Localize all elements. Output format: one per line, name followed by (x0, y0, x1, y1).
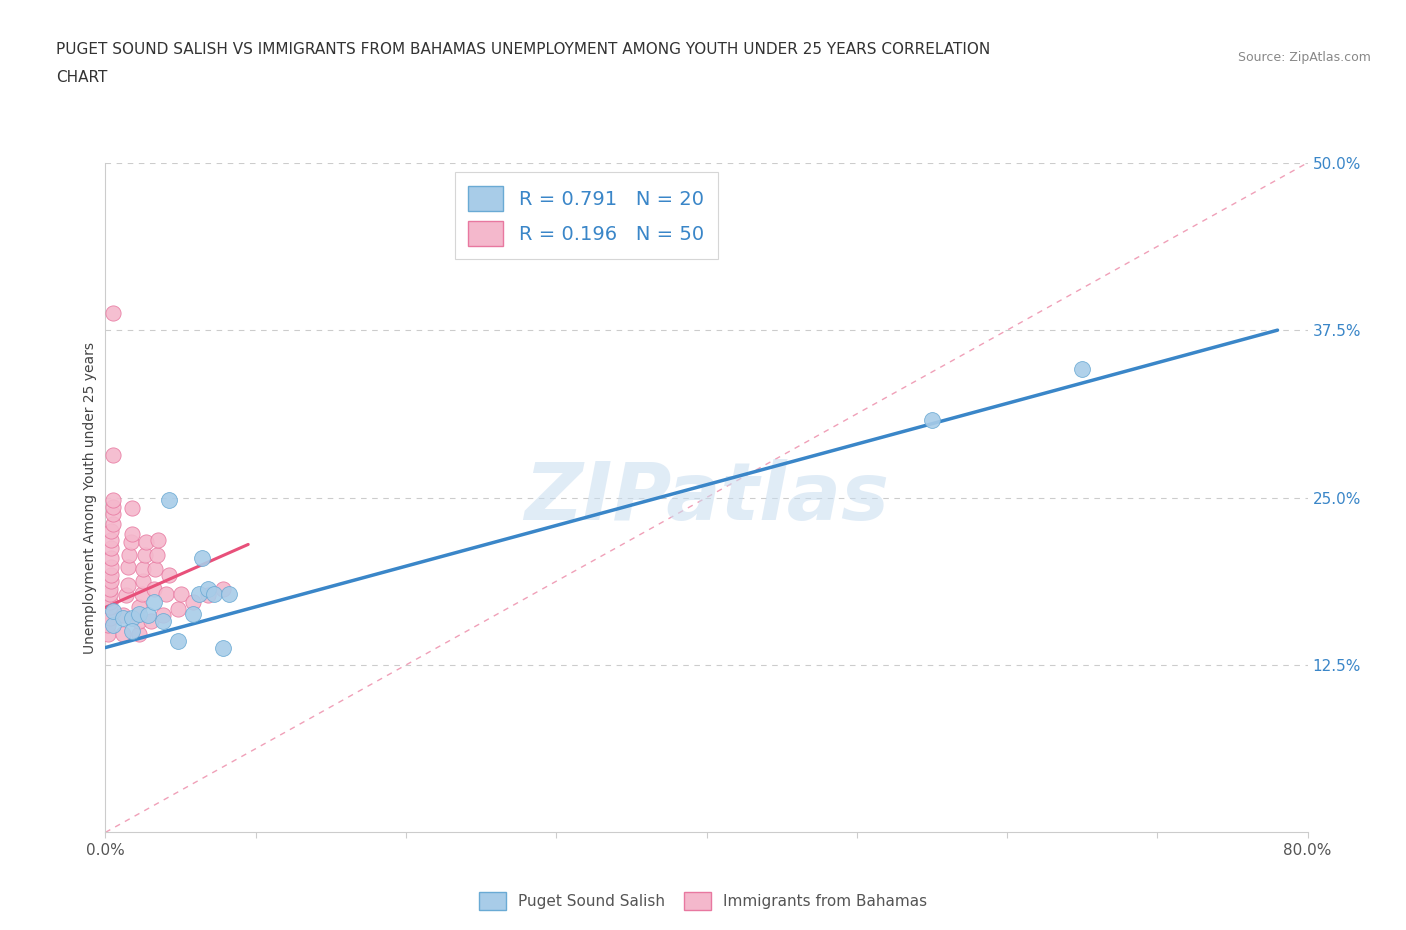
Point (128, 606, 150, 621)
Point (100, 541, 122, 556)
Point (197, 581, 219, 596)
Point (181, 594, 204, 609)
Point (112, 611, 135, 626)
Point (218, 587, 240, 602)
Legend: Puget Sound Salish, Immigrants from Bahamas: Puget Sound Salish, Immigrants from Baha… (471, 884, 935, 918)
Point (142, 594, 165, 609)
Point (101, 499, 124, 514)
Point (142, 581, 165, 596)
Point (166, 633, 188, 648)
Point (121, 624, 143, 639)
Point (211, 640, 233, 655)
Point (190, 551, 212, 565)
Point (98, 594, 121, 609)
Point (100, 524, 122, 538)
Point (121, 526, 143, 541)
Point (146, 533, 169, 548)
Point (132, 573, 155, 588)
Point (152, 613, 174, 628)
Point (120, 535, 142, 550)
Point (139, 613, 162, 628)
Point (131, 587, 153, 602)
Point (132, 561, 155, 576)
Point (134, 548, 156, 563)
Point (100, 560, 122, 575)
Point (202, 587, 225, 602)
Point (98, 587, 121, 602)
Point (166, 602, 188, 617)
Point (117, 560, 139, 575)
Point (145, 548, 167, 563)
Point (118, 548, 141, 563)
Point (117, 578, 139, 592)
Point (169, 587, 191, 602)
Point (101, 305, 124, 320)
Point (101, 493, 124, 508)
Point (97, 618, 120, 632)
Point (143, 561, 166, 576)
Point (100, 573, 122, 588)
Point (121, 611, 143, 626)
Point (100, 551, 122, 565)
Point (98, 611, 121, 626)
Point (128, 613, 150, 628)
Point (100, 568, 122, 583)
Text: Source: ZipAtlas.com: Source: ZipAtlas.com (1237, 51, 1371, 64)
Point (152, 608, 174, 623)
Point (135, 535, 157, 550)
Point (211, 581, 233, 596)
Text: CHART: CHART (56, 70, 108, 85)
Point (128, 627, 150, 642)
Point (98, 581, 121, 596)
Point (136, 608, 159, 623)
Point (197, 588, 219, 603)
Point (101, 517, 124, 532)
Point (101, 604, 124, 618)
Point (157, 568, 180, 583)
Point (157, 493, 180, 508)
Point (101, 447, 124, 462)
Point (101, 618, 124, 632)
Point (1071, 362, 1094, 377)
Point (115, 588, 138, 603)
Text: ZIPatlas: ZIPatlas (524, 458, 889, 537)
Text: PUGET SOUND SALISH VS IMMIGRANTS FROM BAHAMAS UNEMPLOYMENT AMONG YOUTH UNDER 25 : PUGET SOUND SALISH VS IMMIGRANTS FROM BA… (56, 42, 990, 57)
Point (112, 608, 135, 623)
Point (921, 412, 943, 427)
Point (97, 627, 120, 642)
Point (155, 587, 177, 602)
Y-axis label: Unemployment Among Youth under 25 years: Unemployment Among Youth under 25 years (83, 341, 97, 654)
Point (187, 587, 209, 602)
Point (121, 501, 143, 516)
Point (101, 506, 124, 521)
Point (112, 627, 135, 642)
Legend: R = 0.791   N = 20, R = 0.196   N = 50: R = 0.791 N = 20, R = 0.196 N = 50 (456, 172, 717, 259)
Point (181, 606, 204, 621)
Point (128, 600, 150, 615)
Point (98, 600, 121, 615)
Point (100, 533, 122, 548)
